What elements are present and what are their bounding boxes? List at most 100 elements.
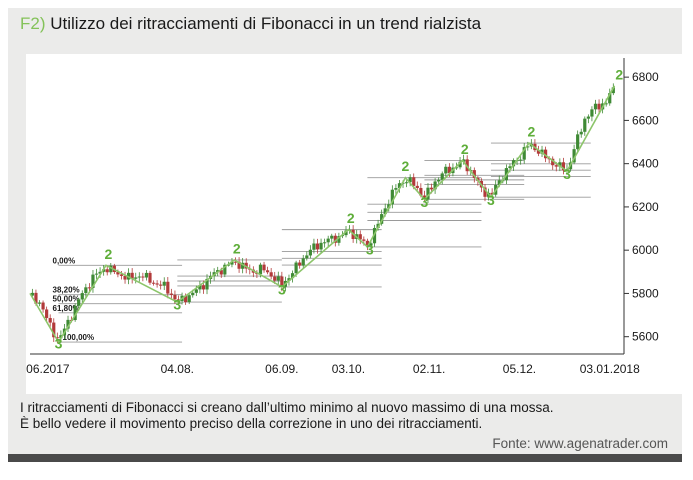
candle-body	[526, 146, 530, 148]
candle-body	[41, 302, 45, 310]
candle-body	[365, 240, 369, 246]
candle-body	[162, 281, 166, 286]
x-tick-label: 03.01.2018	[580, 362, 640, 376]
candle-body	[551, 158, 555, 166]
figure-title: F2) Utilizzo dei ritracciamenti di Fibon…	[20, 14, 481, 34]
wave-label: 3	[421, 194, 429, 210]
candle-body	[394, 188, 398, 190]
candle-body	[59, 335, 63, 339]
candle-body	[87, 287, 91, 289]
y-tick-label: 6200	[632, 200, 659, 214]
candle-body	[233, 261, 238, 263]
candle-body	[269, 272, 273, 277]
wave-label: 3	[366, 242, 374, 258]
candle-body	[380, 214, 384, 224]
candle-body	[166, 281, 170, 294]
candle-body	[447, 166, 451, 174]
candle-body	[312, 243, 316, 250]
candle-body	[119, 274, 124, 276]
candle-body	[404, 182, 409, 184]
figure-caption: I ritracciamenti di Fibonacci si creano …	[20, 400, 670, 432]
candle-body	[219, 270, 223, 275]
candle-body	[483, 187, 487, 197]
candle-body	[241, 262, 245, 269]
candle-body	[426, 187, 430, 200]
candle-body	[362, 239, 366, 241]
wave-label: 3	[278, 282, 286, 298]
candle-body	[593, 103, 598, 110]
candle-body	[98, 271, 102, 274]
candle-body	[287, 278, 291, 281]
candle-body	[454, 167, 459, 169]
wave-label: 3	[487, 192, 495, 208]
candle-body	[540, 149, 544, 154]
candle-body	[244, 262, 248, 269]
y-tick-label: 6000	[632, 243, 659, 257]
candle-body	[576, 134, 580, 150]
x-tick-label: 06.09.	[265, 362, 298, 376]
candle-body	[511, 160, 516, 167]
candle-body	[508, 166, 512, 169]
candle-body	[344, 230, 348, 236]
candle-body	[276, 276, 280, 281]
fibonacci-level-label: 50,00%	[53, 295, 80, 304]
candle-body	[608, 93, 612, 104]
candle-body	[462, 159, 466, 162]
candle-body	[472, 170, 476, 178]
wave-label: 3	[55, 336, 63, 352]
candle-body	[194, 289, 198, 293]
candle-body	[604, 103, 608, 105]
candle-body	[497, 180, 501, 185]
figure-title-text: Utilizzo dei ritracciamenti di Fibonacci…	[50, 14, 482, 33]
candle-body	[611, 87, 615, 94]
x-tick-label: 04.08.	[161, 362, 194, 376]
candle-body	[429, 187, 434, 190]
candle-body	[273, 276, 277, 281]
candle-body	[262, 264, 266, 271]
candle-body	[372, 227, 377, 244]
figure-prefix: F2)	[20, 14, 46, 33]
candle-body	[358, 234, 362, 240]
wave-label: 2	[347, 210, 355, 226]
candle-body	[66, 319, 70, 329]
candle-body	[419, 187, 423, 196]
candle-body	[148, 272, 152, 283]
candle-body	[34, 292, 38, 304]
candle-body	[130, 272, 134, 279]
candle-body	[333, 235, 337, 243]
candle-body	[422, 195, 427, 200]
candle-body	[30, 292, 34, 296]
wave-label: 2	[402, 158, 410, 174]
x-tick-label: 03.10.	[332, 362, 365, 376]
fibonacci-level-label: 61,80%	[53, 304, 80, 313]
y-tick-label: 6800	[632, 70, 659, 84]
candle-body	[77, 299, 81, 306]
wave-label: 2	[527, 124, 535, 140]
candle-body	[519, 159, 523, 161]
y-tick-label: 5800	[632, 286, 659, 300]
candle-body	[173, 294, 177, 300]
candle-body	[52, 322, 56, 338]
candle-body	[151, 282, 156, 284]
candle-body	[522, 147, 526, 160]
candle-body	[408, 177, 412, 183]
candle-body	[301, 258, 305, 266]
caption-line-2: È bello vedere il movimento preciso dell…	[20, 416, 483, 431]
fibonacci-level-label: 100,00%	[63, 333, 95, 342]
candle-body	[80, 293, 84, 300]
candle-body	[230, 261, 234, 265]
source-credit: Fonte: www.agenatrader.com	[492, 436, 668, 451]
candle-body	[266, 270, 270, 273]
candle-body	[187, 295, 191, 303]
candle-body	[440, 173, 444, 180]
candle-body	[572, 149, 576, 163]
candle-body	[326, 238, 330, 243]
candle-body	[237, 261, 241, 269]
candle-body	[458, 161, 462, 168]
candle-body	[94, 273, 99, 275]
candle-body	[45, 309, 49, 319]
candle-body	[397, 183, 402, 189]
candle-body	[73, 305, 77, 321]
